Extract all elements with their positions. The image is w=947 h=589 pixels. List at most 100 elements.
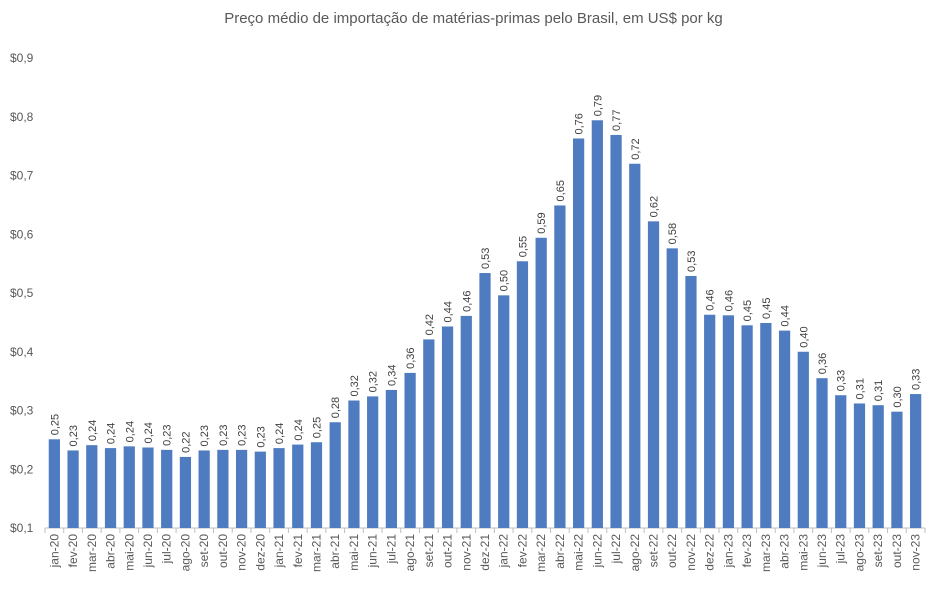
bar [816,378,828,528]
data-label: 0,40 [798,326,810,347]
y-tick-label: $0,2 [10,462,34,476]
data-label: 0,24 [293,419,305,440]
bar [348,400,360,528]
bar [385,389,397,528]
x-tick-label: jun-23 [815,534,829,569]
data-label: 0,77 [611,110,623,131]
x-tick-label: jan-20 [47,534,61,569]
bar [404,372,416,528]
bar [441,326,454,528]
chart-title: Preço médio de importação de matérias-pr… [224,10,723,27]
bar [760,322,772,528]
data-label: 0,46 [723,290,735,311]
data-label: 0,72 [630,138,642,159]
x-tick-label: dez-21 [478,534,492,571]
x-tick-label: mai-23 [796,534,810,571]
data-label: 0,24 [87,420,99,441]
bar [161,449,173,528]
bar [217,449,229,528]
x-tick-label: mai-22 [572,534,586,571]
x-tick-label: nov-22 [684,534,698,571]
bar [67,450,79,528]
data-label: 0,42 [424,314,436,335]
x-tick-label: ago-23 [852,534,866,572]
data-label: 0,24 [274,423,286,444]
y-tick-label: $0,1 [10,521,34,535]
bar [629,163,641,528]
data-label: 0,45 [742,300,754,321]
data-label: 0,36 [405,347,417,368]
x-tick-label: jul-21 [384,534,398,565]
bar [292,444,304,528]
data-label: 0,23 [162,424,174,445]
x-tick-label: abr-23 [778,534,792,569]
bar [235,449,248,528]
x-tick-label: jan-21 [272,534,286,569]
data-label: 0,55 [517,236,529,257]
data-label: 0,53 [480,248,492,269]
x-tick-label: mar-20 [85,534,99,572]
data-label: 0,53 [686,251,698,272]
data-label: 0,25 [311,417,323,438]
bar [273,448,285,528]
x-tick-label: fev-23 [740,534,754,568]
x-tick-label: ago-22 [628,534,642,572]
data-label: 0,23 [255,426,267,447]
x-tick-label: abr-20 [104,534,118,569]
data-label: 0,79 [592,95,604,116]
bar [329,422,341,528]
data-label: 0,24 [143,422,155,443]
x-tick-label: mai-20 [122,534,136,571]
bar [778,330,791,528]
bar [516,261,529,528]
x-tick-label: jul-22 [609,534,623,565]
bar [704,314,716,528]
data-label: 0,59 [536,212,548,233]
data-label: 0,34 [386,365,398,386]
bar [835,395,847,528]
data-label: 0,46 [461,290,473,311]
data-label: 0,23 [68,425,80,446]
x-tick-label: abr-22 [553,534,567,569]
data-label: 0,44 [780,305,792,326]
x-tick-label: nov-20 [235,534,249,571]
data-label: 0,31 [873,380,885,401]
x-tick-label: fev-22 [515,534,529,568]
bar [142,447,154,528]
x-tick-label: jan-22 [497,534,511,569]
x-tick-label: mar-23 [759,534,773,572]
bar [685,275,697,528]
bar [254,451,266,528]
data-label: 0,32 [349,375,361,396]
data-label: 0,44 [443,301,455,322]
x-tick-label: mai-21 [347,534,361,571]
bar [423,339,435,528]
x-tick-label: out-23 [890,534,904,568]
x-tick-label: abr-21 [328,534,342,569]
x-tick-label: mar-21 [309,534,323,572]
x-tick-label: nov-23 [909,534,923,571]
data-label: 0,50 [499,270,511,291]
x-tick-label: set-20 [197,534,211,568]
x-tick-label: jun-20 [141,534,155,569]
x-tick-label: fev-20 [66,534,80,568]
x-tick-label: jul-23 [834,534,848,565]
x-tick-label: set-22 [647,534,661,568]
data-label: 0,33 [836,370,848,391]
y-tick-label: $0,3 [10,404,34,418]
bar [891,411,903,528]
x-tick-label: set-23 [871,534,885,568]
bar [741,325,753,528]
data-label: 0,33 [911,369,923,390]
bar [48,439,60,528]
data-label: 0,30 [892,386,904,407]
bar [498,295,510,528]
x-tick-label: jul-20 [160,534,174,565]
bar [910,394,922,528]
bar [722,315,735,528]
bar [460,315,472,528]
x-tick-label: dez-20 [253,534,267,571]
data-label: 0,36 [817,353,829,374]
data-label: 0,58 [667,223,679,244]
data-label: 0,24 [106,423,118,444]
